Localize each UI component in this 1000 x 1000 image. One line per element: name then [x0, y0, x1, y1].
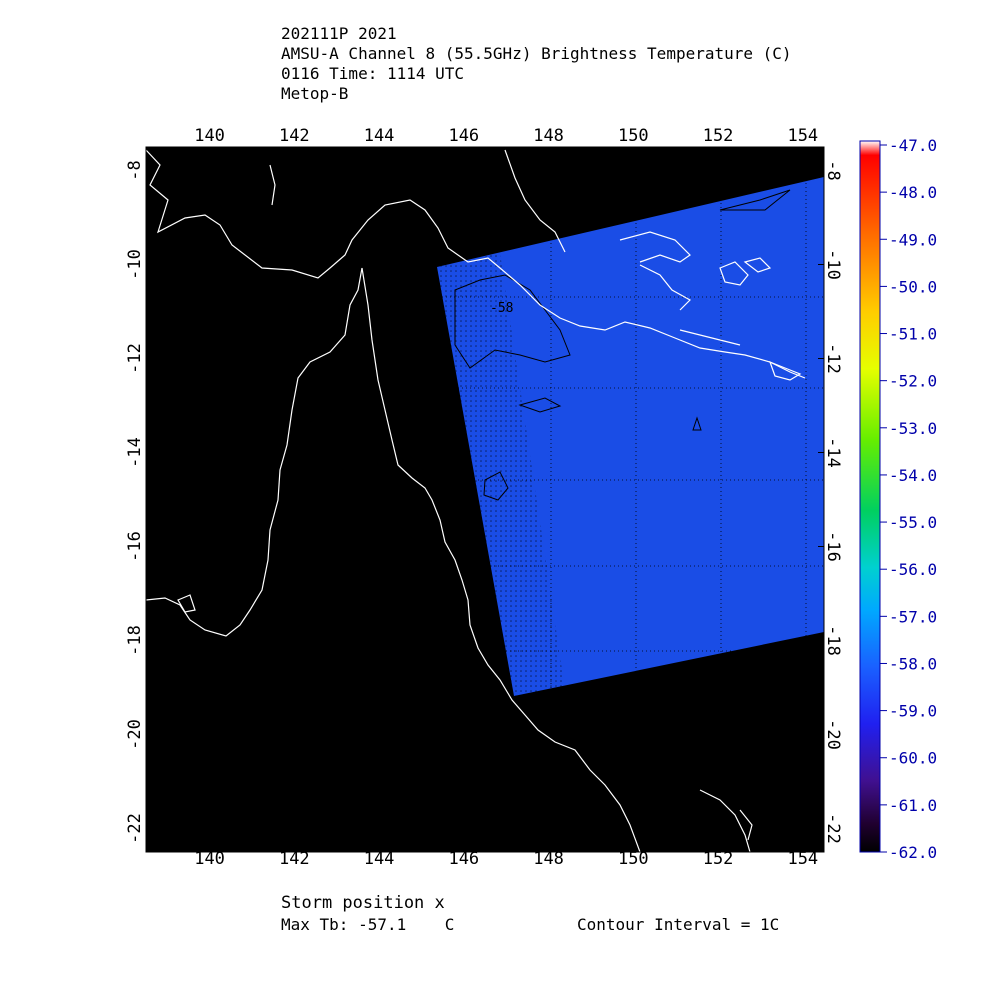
colorbar-label: -51.0 [889, 325, 937, 344]
lon-labels-bottom: 140 142 144 146 148 150 152 154 [194, 849, 818, 869]
lat-label-left: -14 [125, 437, 145, 468]
lon-label-bottom: 148 [533, 849, 564, 869]
lon-label-bottom: 142 [279, 849, 310, 869]
time-title: 0116 Time: 1114 UTC [281, 64, 465, 83]
lat-label-right: -16 [823, 531, 843, 562]
lon-label-top: 146 [448, 126, 479, 146]
lon-label-bottom: 154 [787, 849, 818, 869]
colorbar-label: -55.0 [889, 513, 937, 532]
map-frame [145, 146, 825, 853]
colorbar-label: -56.0 [889, 560, 937, 579]
colorbar-label: -58.0 [889, 654, 937, 673]
colorbar-label: -59.0 [889, 702, 937, 721]
graticule [146, 147, 824, 852]
colorbar-label: -53.0 [889, 419, 937, 438]
lon-label-top: 150 [618, 126, 649, 146]
colorbar-label: -54.0 [889, 466, 937, 485]
lat-label-right: -20 [823, 719, 843, 750]
contour-label: -58 [490, 301, 513, 316]
colorbar-label: -47.0 [889, 136, 937, 155]
lat-label-left: -10 [125, 249, 145, 280]
lat-label-right: -12 [823, 343, 843, 374]
lon-label-bottom: 144 [364, 849, 395, 869]
coastlines [146, 149, 806, 852]
lat-label-left: -18 [125, 625, 145, 656]
colorbar-label: -49.0 [889, 230, 937, 249]
colorbar-label: -50.0 [889, 277, 937, 296]
lat-label-right: -8 [823, 160, 843, 180]
lon-label-top: 152 [703, 126, 734, 146]
storm-id-title: 202111P 2021 [281, 24, 397, 43]
lat-label-right: -22 [823, 813, 843, 844]
lat-label-right: -18 [823, 625, 843, 656]
lon-label-bottom: 150 [618, 849, 649, 869]
contour-interval-label: Contour Interval = 1C [577, 915, 780, 934]
lat-label-left: -20 [125, 719, 145, 750]
lat-label-left: -8 [125, 160, 145, 180]
lon-label-top: 144 [364, 126, 395, 146]
storm-position-label: Storm position x [281, 893, 445, 913]
lat-label-right: -14 [823, 437, 843, 468]
lon-label-bottom: 146 [448, 849, 479, 869]
lat-label-left: -12 [125, 343, 145, 374]
colorbar-label: -57.0 [889, 607, 937, 626]
lon-labels-top: 140 142 144 146 148 150 152 154 [194, 126, 818, 146]
colorbar-label: -62.0 [889, 843, 937, 862]
lat-labels-left: -8 -10 -12 -14 -16 -18 -20 -22 [125, 160, 145, 844]
lon-label-top: 140 [194, 126, 225, 146]
contours [454, 189, 791, 501]
colorbar-label: -48.0 [889, 183, 937, 202]
lat-label-left: -16 [125, 531, 145, 562]
lon-label-top: 142 [279, 126, 310, 146]
colorbar-ticks [880, 144, 887, 853]
lon-label-top: 148 [533, 126, 564, 146]
lat-labels-right: -8 -10 -12 -14 -16 -18 -20 -22 [823, 160, 843, 844]
product-title: AMSU-A Channel 8 (55.5GHz) Brightness Te… [281, 44, 792, 63]
colorbar-labels: -47.0 -48.0 -49.0 -50.0 -51.0 -52.0 -53.0 -54.0… [889, 136, 937, 862]
lon-label-bottom: 140 [194, 849, 225, 869]
lon-label-top: 154 [787, 126, 818, 146]
max-tb-label: Max Tb: -57.1 C [281, 915, 455, 934]
colorbar [859, 140, 881, 853]
lat-label-right: -10 [823, 249, 843, 280]
lon-label-bottom: 152 [703, 849, 734, 869]
lat-label-left: -22 [125, 813, 145, 844]
satellite-title: Metop-B [281, 84, 349, 103]
map-ticks [146, 147, 824, 852]
colorbar-label: -61.0 [889, 796, 937, 815]
colorbar-label: -60.0 [889, 749, 937, 768]
colorbar-label: -52.0 [889, 372, 937, 391]
